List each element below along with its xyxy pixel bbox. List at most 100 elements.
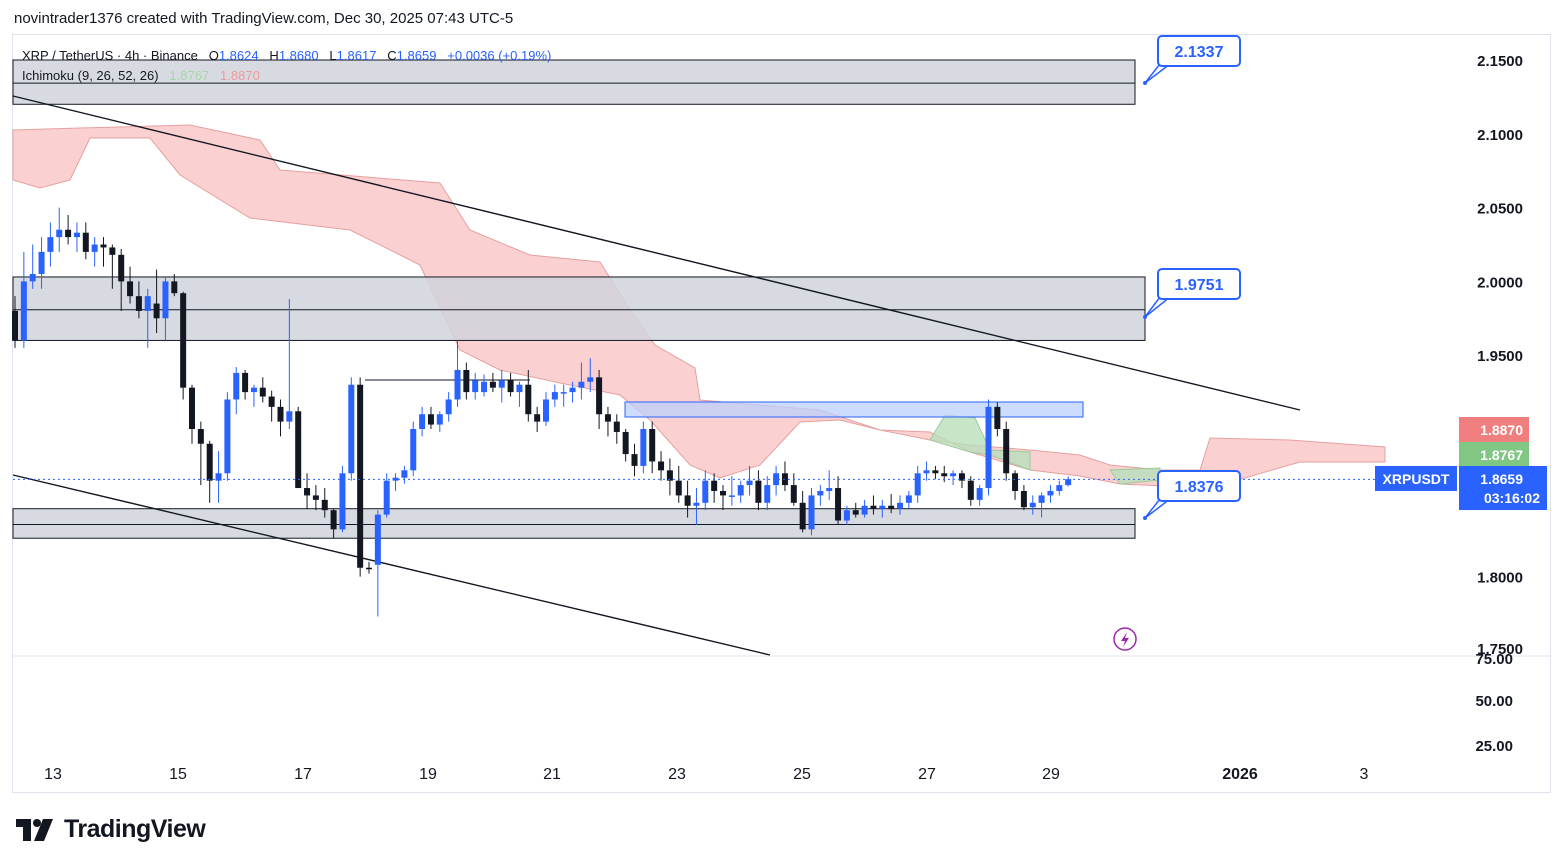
callout-anchor [1143, 315, 1147, 319]
ichimoku-a-tag-label: 1.8767 [1480, 447, 1523, 463]
candle-body [958, 473, 965, 481]
candle-body [516, 384, 523, 393]
price-zone [12, 59, 1136, 105]
time-axis-label: 27 [918, 766, 936, 783]
liquidity-box [624, 401, 1084, 418]
chart-frame[interactable] [12, 34, 1551, 793]
time-axis-label: 2026 [1222, 766, 1258, 783]
legend-symbol[interactable]: XRP / TetherUS · 4h · Binance [22, 48, 198, 63]
candle-body [38, 251, 45, 275]
legend-indicator-row: Ichimoku (9, 26, 52, 26) 1.8767 1.8870 [22, 66, 551, 86]
callout-label: 1.8376 [1175, 479, 1224, 496]
trend-channel [12, 95, 1301, 656]
candle-body [162, 281, 169, 319]
candle-body [171, 281, 178, 294]
candle-body [180, 293, 187, 388]
chart-legend: XRP / TetherUS · 4h · Binance O1.8624 H1… [22, 46, 551, 86]
tradingview-logo-icon [16, 818, 53, 841]
upper-trendline [12, 95, 1301, 411]
price-axis-label: 2.0000 [1477, 274, 1523, 291]
candle-body [631, 454, 638, 466]
support-resistance-zones [12, 59, 1146, 539]
ichimoku-a-tag [1459, 442, 1529, 467]
candle-body [1020, 490, 1027, 508]
legend-low: 1.8617 [336, 48, 377, 63]
candle-body [914, 473, 921, 496]
time-axis-label: 19 [419, 766, 437, 783]
time-axis-label: 3 [1360, 766, 1369, 783]
candle-body [773, 473, 780, 486]
candle-body [817, 490, 824, 496]
candle-body [436, 414, 443, 425]
legend-close-label: C [387, 48, 397, 63]
price-tags: 1.8870 1.8767 XRPUSDT 1.8659 03:16:02 [1375, 417, 1547, 510]
candle-body [304, 488, 311, 496]
alert-icon [1113, 627, 1137, 651]
candle-body [427, 414, 434, 425]
price-axis-label: 1.7500 [1477, 641, 1523, 658]
candle-body [569, 387, 576, 393]
candle-body [127, 281, 134, 297]
candle-body [507, 380, 514, 393]
candle-body [1047, 490, 1054, 496]
candle-body [1029, 502, 1036, 508]
candle-body [118, 254, 125, 282]
price-axis-label: 1.9500 [1477, 348, 1523, 365]
candle-body [967, 480, 974, 500]
candle-body [764, 485, 771, 503]
candle-body [587, 377, 594, 382]
candle-body [286, 411, 293, 422]
candle-body [835, 488, 842, 521]
candle-body [250, 387, 257, 393]
candle-body [596, 377, 603, 415]
candle-body [374, 514, 381, 565]
candle-body [215, 473, 222, 481]
candle-body [47, 237, 54, 252]
candle-body [357, 384, 364, 568]
tradingview-brand[interactable]: TradingView [16, 815, 206, 844]
candle-body [1003, 429, 1010, 474]
candle-body [711, 480, 718, 491]
candle-body [543, 399, 549, 422]
symbol-tag-label: XRPUSDT [1383, 471, 1450, 487]
candle-body [755, 480, 762, 503]
candle-body [905, 495, 912, 503]
ichimoku-b-tag [1459, 417, 1529, 442]
legend-high: 1.8680 [278, 48, 319, 63]
legend-ichimoku-b: 1.8870 [220, 68, 260, 83]
legend-indicator[interactable]: Ichimoku (9, 26, 52, 26) [22, 68, 159, 83]
symbol-tag [1375, 466, 1457, 491]
price-callout: 2.1337 [1143, 35, 1241, 85]
candle-body [861, 505, 868, 515]
legend-open-label: O [208, 48, 219, 63]
volume-axis-label: 75.00 [1475, 651, 1513, 668]
candle-body [312, 495, 319, 500]
candle-body [29, 274, 36, 282]
candle-body [622, 431, 629, 455]
candle-body [82, 232, 89, 252]
candle-body [888, 505, 895, 509]
candle-body [454, 369, 461, 400]
candle-body [879, 505, 886, 509]
candle-body [153, 303, 160, 319]
candle-body [366, 567, 372, 570]
candle-body [950, 473, 957, 477]
candle-body [852, 510, 859, 515]
candle-body [321, 499, 328, 511]
last-price-tag [1459, 466, 1547, 510]
candle-body [135, 296, 142, 311]
candle-body [525, 384, 532, 415]
time-axis-label: 25 [793, 766, 811, 783]
chart-attribution: novintrader1376 created with TradingView… [14, 10, 514, 27]
ichimoku-b-tag-label: 1.8870 [1480, 422, 1523, 438]
candle-body [410, 429, 417, 471]
candle-body [224, 399, 231, 474]
price-axis-label: 2.1000 [1477, 127, 1523, 144]
candle-body [392, 477, 399, 481]
candle-body [277, 406, 284, 422]
candle-body [560, 392, 567, 394]
legend-ichimoku-a: 1.8767 [169, 68, 210, 83]
candle-body [790, 485, 797, 503]
callout-box [1157, 470, 1241, 502]
